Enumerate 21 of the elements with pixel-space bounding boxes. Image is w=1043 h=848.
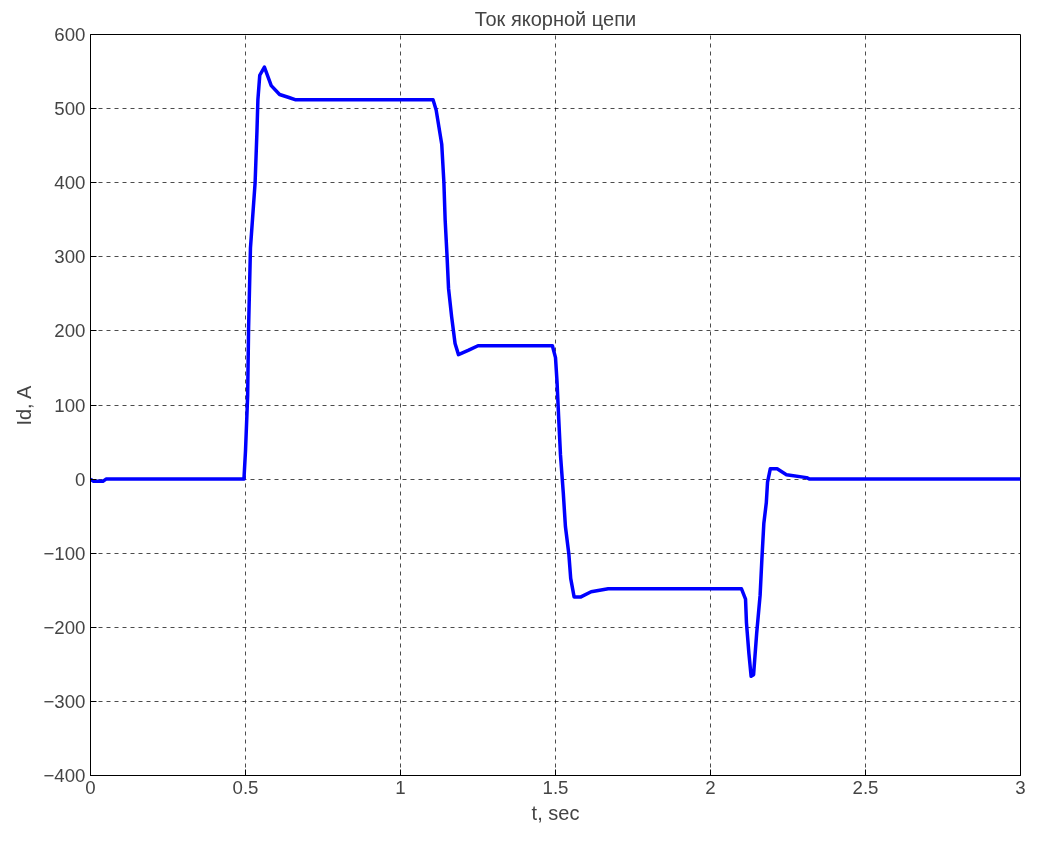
y-tick-label: −400 — [43, 765, 86, 786]
chart-title: Ток якорной цепи — [474, 7, 637, 30]
x-tick-label: 1.5 — [542, 776, 569, 798]
x-tick-label: 3 — [1015, 776, 1026, 798]
x-tick-label: 2.5 — [852, 776, 879, 798]
x-axis-title: t, sec — [531, 801, 580, 824]
y-tick-label: 0 — [75, 468, 86, 490]
y-tick-label: −300 — [43, 690, 86, 712]
y-tick-label: 500 — [54, 98, 86, 120]
y-axis-title: Id, A — [13, 384, 36, 426]
y-tick-label: −100 — [43, 542, 86, 564]
x-tick-label: 0.5 — [232, 776, 259, 798]
y-tick-label: 400 — [54, 172, 86, 194]
y-tick-label: −200 — [43, 616, 86, 638]
x-tick-label: 1 — [395, 776, 406, 798]
line-series — [90, 65, 1021, 678]
y-tick-label: 600 — [54, 24, 86, 45]
x-tick-label: 2 — [705, 776, 716, 798]
y-tick-label: 200 — [54, 320, 86, 342]
y-tick-label: 300 — [54, 246, 86, 268]
y-tick-label: 100 — [54, 394, 86, 416]
